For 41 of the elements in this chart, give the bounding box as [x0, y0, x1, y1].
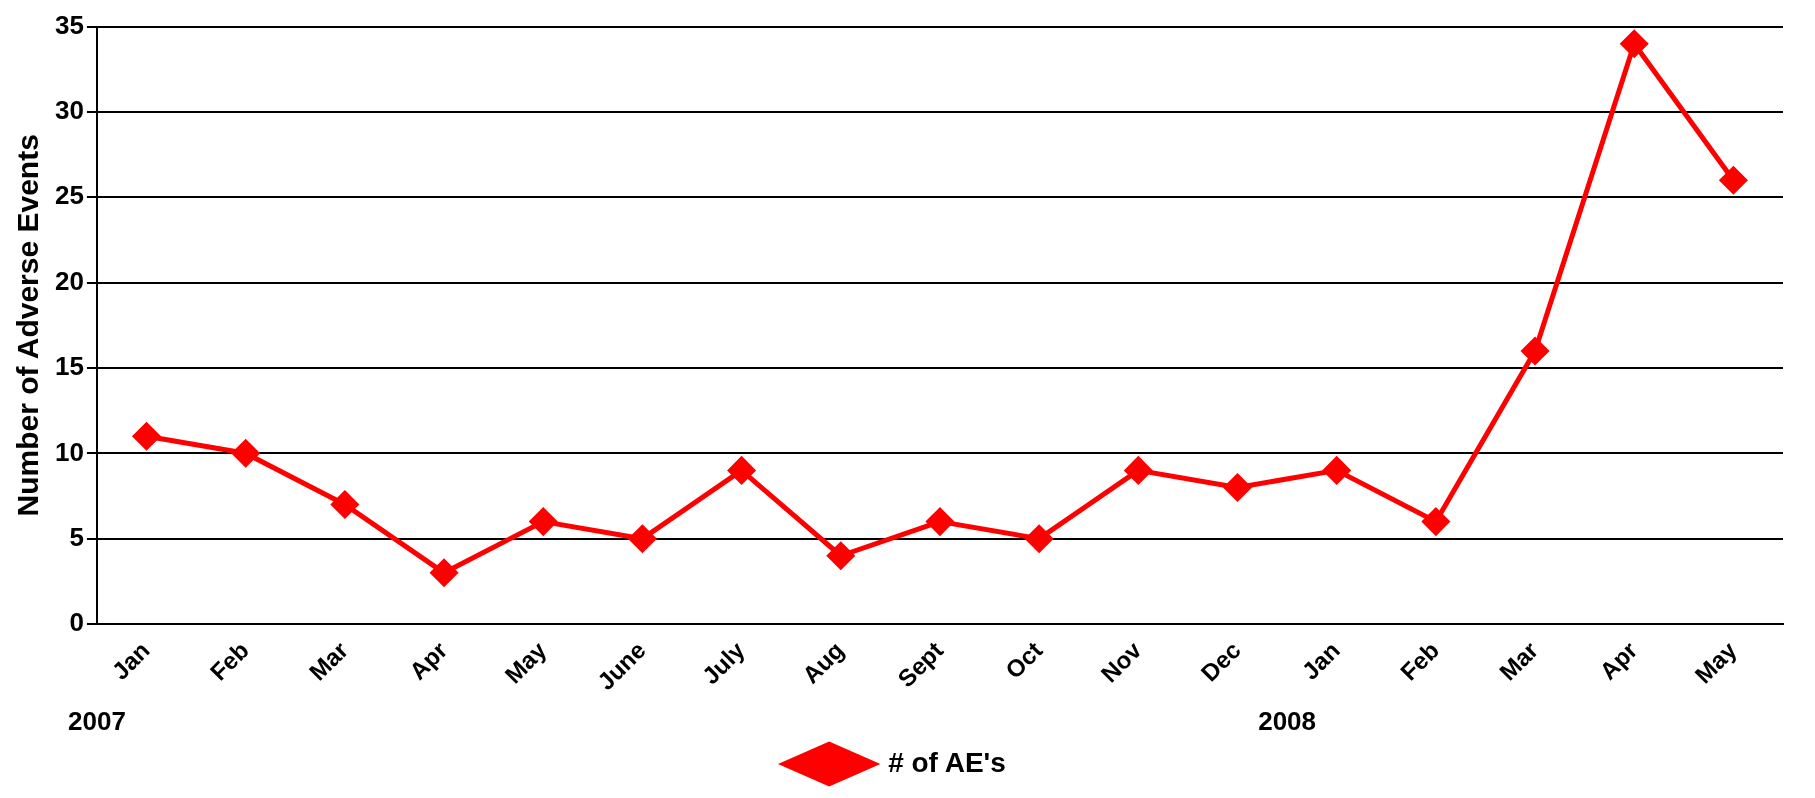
point	[430, 559, 458, 587]
y-axis-title: Number of Adverse Events	[11, 134, 45, 517]
x-tick-label: Apr	[1594, 636, 1643, 685]
point	[331, 491, 359, 519]
x-tick-label: Feb	[204, 636, 254, 686]
y-tick-label: 35	[55, 9, 84, 40]
x-tick-label: Dec	[1195, 636, 1246, 687]
y-tick-label: 20	[55, 265, 84, 296]
y-tick-label: 0	[69, 607, 84, 638]
y-tick-label: 15	[55, 351, 84, 382]
x-tick-label: Feb	[1394, 636, 1445, 686]
point	[728, 456, 756, 484]
x-tick-label: Jan	[1296, 636, 1345, 685]
text: 2008	[1258, 706, 1317, 737]
y-tick-label: 25	[55, 180, 84, 211]
point	[133, 422, 161, 450]
x-tick-label: Nov	[1095, 635, 1147, 688]
x-tick-label: Apr	[403, 636, 453, 685]
text: 2007	[68, 706, 126, 737]
point	[1323, 456, 1351, 484]
y-tick-label: 10	[55, 436, 84, 467]
point	[1422, 508, 1450, 536]
legend-label: # of AE's	[888, 746, 1006, 778]
point	[232, 439, 260, 467]
point	[628, 525, 656, 553]
x-tick-label: Oct	[999, 636, 1048, 684]
point	[529, 508, 557, 536]
point	[1025, 525, 1053, 553]
x-tick-label: Mar	[303, 636, 354, 686]
point	[1124, 456, 1152, 484]
point	[1719, 166, 1747, 194]
point	[1224, 473, 1251, 501]
x-tick-label: Mar	[1493, 636, 1544, 686]
point	[1620, 30, 1648, 58]
x-tick-label: Jan	[106, 636, 155, 685]
y-tick-label: 30	[55, 95, 84, 126]
y-tick-label: 5	[69, 521, 84, 552]
point	[926, 508, 954, 536]
x-tick-label: Aug	[796, 636, 849, 689]
point	[827, 542, 855, 570]
point	[1521, 337, 1549, 365]
